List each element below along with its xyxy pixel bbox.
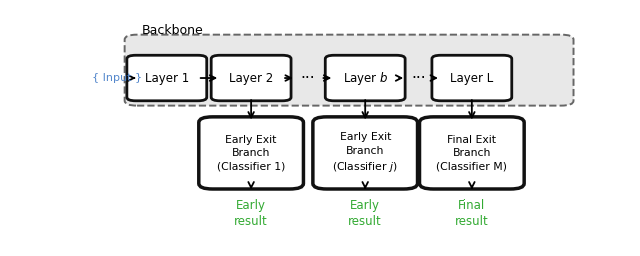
Text: Layer L: Layer L [450, 71, 493, 84]
FancyBboxPatch shape [125, 35, 573, 106]
Text: Final
result: Final result [455, 199, 489, 228]
Text: { Input }: { Input } [92, 73, 143, 83]
Text: ···: ··· [412, 71, 426, 86]
Text: Early Exit
Branch
(Classifier 1): Early Exit Branch (Classifier 1) [217, 135, 285, 171]
Text: Layer 1: Layer 1 [145, 71, 189, 84]
FancyBboxPatch shape [211, 55, 291, 101]
FancyBboxPatch shape [325, 55, 405, 101]
Text: Layer $b$: Layer $b$ [342, 70, 388, 87]
FancyBboxPatch shape [432, 55, 512, 101]
Text: ···: ··· [301, 71, 316, 86]
FancyBboxPatch shape [313, 117, 417, 189]
Text: Layer 2: Layer 2 [229, 71, 273, 84]
Text: Early Exit
Branch
(Classifier $j$): Early Exit Branch (Classifier $j$) [332, 132, 398, 174]
FancyBboxPatch shape [127, 55, 207, 101]
Text: Final Exit
Branch
(Classifier M): Final Exit Branch (Classifier M) [436, 135, 508, 171]
Text: Early
result: Early result [348, 199, 382, 228]
Text: Backbone: Backbone [142, 24, 204, 37]
FancyBboxPatch shape [419, 117, 524, 189]
FancyBboxPatch shape [199, 117, 303, 189]
Text: Early
result: Early result [234, 199, 268, 228]
